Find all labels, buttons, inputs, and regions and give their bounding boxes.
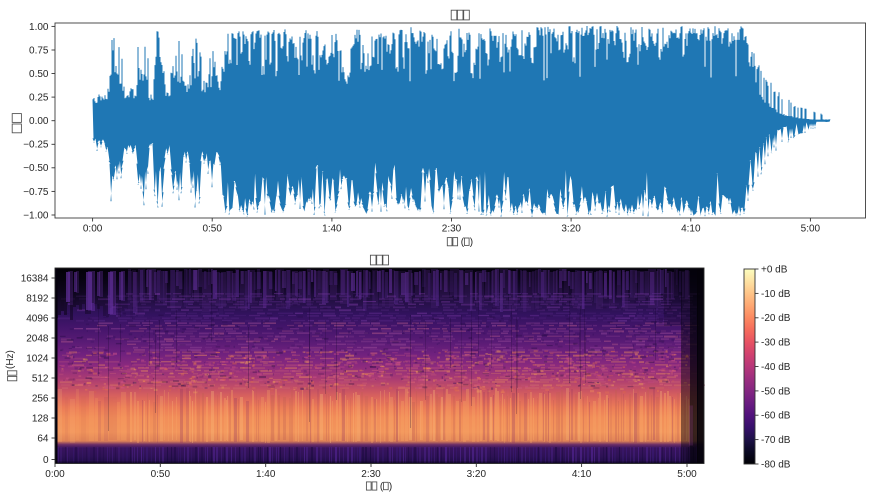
svg-text:1024: 1024	[26, 353, 49, 364]
svg-text:1.00: 1.00	[29, 22, 49, 33]
svg-text:0.25: 0.25	[29, 93, 49, 104]
svg-text:-10 dB: -10 dB	[761, 289, 791, 300]
svg-text:4096: 4096	[26, 313, 49, 324]
svg-text:0.00: 0.00	[29, 116, 49, 127]
svg-text:2:30: 2:30	[442, 224, 462, 235]
svg-text:-80 dB: -80 dB	[761, 459, 791, 470]
svg-text:−1.00: −1.00	[23, 210, 49, 221]
svg-text:(: (	[461, 237, 465, 248]
svg-text:0.75: 0.75	[29, 45, 49, 56]
svg-text:): )	[389, 482, 392, 493]
svg-text:64: 64	[37, 433, 49, 444]
svg-text:0: 0	[43, 455, 49, 466]
svg-text:−0.25: −0.25	[23, 140, 49, 151]
svg-text:): )	[470, 237, 473, 248]
svg-text:2048: 2048	[26, 333, 49, 344]
svg-text:1:40: 1:40	[322, 224, 342, 235]
svg-text:4:10: 4:10	[681, 224, 701, 235]
svg-text:16384: 16384	[21, 273, 49, 284]
svg-text:−0.50: −0.50	[23, 163, 49, 174]
svg-text:-40 dB: -40 dB	[761, 362, 791, 373]
svg-text:1:40: 1:40	[256, 469, 276, 480]
svg-text:3:20: 3:20	[467, 469, 487, 480]
svg-text:−0.75: −0.75	[23, 187, 49, 198]
svg-text:5:00: 5:00	[801, 224, 821, 235]
svg-text:+0 dB: +0 dB	[761, 264, 788, 275]
svg-text:4:10: 4:10	[572, 469, 592, 480]
svg-text:(Hz): (Hz)	[5, 350, 16, 369]
svg-text:8192: 8192	[26, 293, 49, 304]
svg-text:0:00: 0:00	[45, 469, 65, 480]
svg-text:3:20: 3:20	[561, 224, 581, 235]
svg-text:256: 256	[32, 393, 49, 404]
svg-text:0.50: 0.50	[29, 69, 49, 80]
svg-text:512: 512	[32, 373, 49, 384]
svg-text:5:00: 5:00	[677, 469, 697, 480]
svg-text:0:50: 0:50	[202, 224, 222, 235]
svg-text:-20 dB: -20 dB	[761, 313, 791, 324]
svg-text:-70 dB: -70 dB	[761, 435, 791, 446]
svg-text:-60 dB: -60 dB	[761, 411, 791, 422]
svg-text:-30 dB: -30 dB	[761, 338, 791, 349]
svg-text:128: 128	[32, 413, 49, 424]
svg-text:(: (	[380, 482, 384, 493]
svg-text:0:50: 0:50	[151, 469, 171, 480]
svg-text:-50 dB: -50 dB	[761, 386, 791, 397]
svg-text:0:00: 0:00	[83, 224, 103, 235]
svg-text:2:30: 2:30	[361, 469, 381, 480]
